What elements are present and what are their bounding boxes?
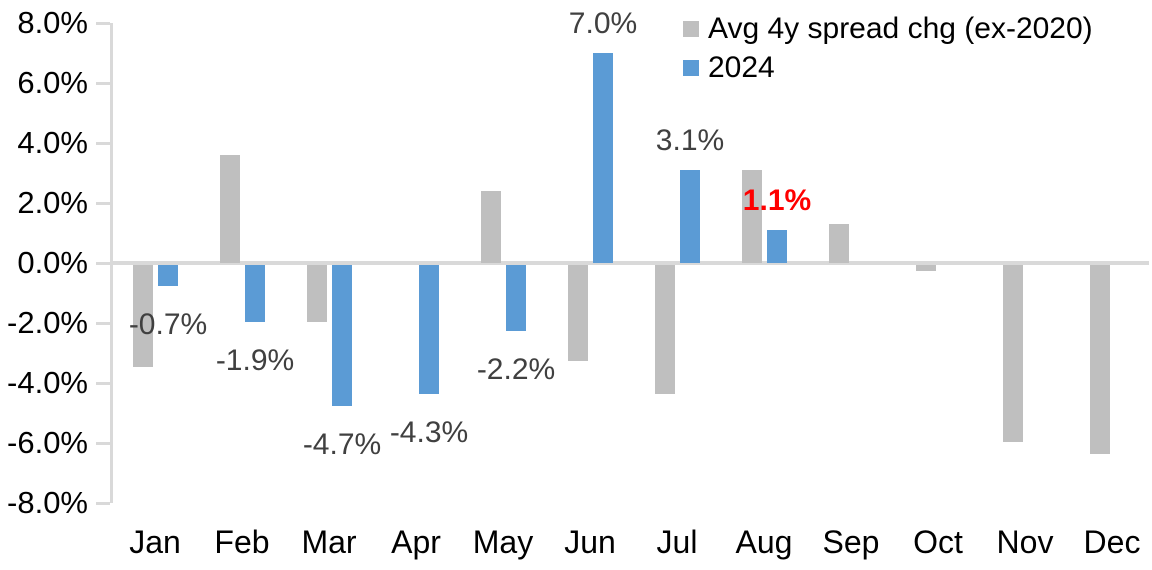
y-tick-label: -8.0% — [7, 485, 88, 520]
bar-avg-jul — [655, 265, 675, 394]
data-label-feb: -1.9% — [215, 344, 295, 377]
x-tick-label-may: May — [472, 524, 534, 560]
x-tick-label-jul: Jul — [656, 524, 698, 560]
bar-avg-jan — [133, 265, 153, 367]
y-tick-label: 6.0% — [17, 65, 88, 100]
y-tick-label: 4.0% — [17, 125, 88, 160]
data-label-jan: -0.7% — [128, 308, 208, 341]
bar-avg-jun — [568, 265, 588, 361]
bar-avg-nov — [1003, 265, 1023, 442]
x-tick-label-sep: Sep — [822, 524, 880, 560]
x-tick-label-apr: Apr — [391, 524, 441, 560]
y-tick-label: -6.0% — [7, 425, 88, 460]
bar-2024-jun — [593, 53, 613, 263]
legend-label-avg-4y-spread: Avg 4y spread chg (ex-2020) — [708, 12, 1093, 45]
bar-2024-apr — [419, 265, 439, 394]
legend-item-avg-4y-spread: Avg 4y spread chg (ex-2020) — [683, 12, 1093, 46]
x-tick-label-nov: Nov — [996, 524, 1054, 560]
x-tick-label-aug: Aug — [735, 524, 793, 560]
bar-2024-jul — [680, 170, 700, 263]
y-tick-mark — [96, 442, 110, 445]
y-tick-mark — [96, 142, 110, 145]
y-tick-mark — [96, 262, 110, 265]
bar-avg-mar — [307, 265, 327, 322]
bar-avg-may — [481, 191, 501, 263]
y-tick-mark — [96, 322, 110, 325]
bar-avg-oct — [916, 265, 936, 271]
x-tick-label-jun: Jun — [564, 524, 616, 560]
data-label-jun: 7.0% — [568, 7, 638, 40]
y-tick-mark — [96, 82, 110, 85]
bar-2024-mar — [332, 265, 352, 406]
y-axis-line — [110, 23, 113, 503]
y-tick-label: -4.0% — [7, 365, 88, 400]
legend: Avg 4y spread chg (ex-2020) 2024 — [683, 12, 1093, 85]
bar-avg-feb — [220, 155, 240, 263]
bar-2024-aug — [767, 230, 787, 263]
x-tick-label-feb: Feb — [214, 524, 270, 560]
bar-2024-may — [506, 265, 526, 331]
x-tick-label-jan: Jan — [129, 524, 181, 560]
y-tick-mark — [96, 202, 110, 205]
y-tick-label: 2.0% — [17, 185, 88, 220]
data-label-aug: 1.1% — [742, 184, 812, 217]
data-label-may: -2.2% — [476, 353, 556, 386]
legend-label-2024: 2024 — [708, 51, 775, 84]
x-tick-label-oct: Oct — [913, 524, 963, 560]
bar-avg-aug — [742, 170, 762, 263]
blue-series-swatch-icon — [683, 60, 699, 76]
data-label-mar: -4.7% — [302, 428, 382, 461]
zero-baseline — [113, 261, 1149, 265]
bar-2024-jan — [158, 265, 178, 286]
legend-item-2024: 2024 — [683, 51, 1093, 85]
x-tick-label-dec: Dec — [1083, 524, 1141, 560]
y-tick-label: 0.0% — [17, 245, 88, 280]
x-tick-label-mar: Mar — [301, 524, 357, 560]
y-tick-mark — [96, 382, 110, 385]
data-label-apr: -4.3% — [389, 416, 469, 449]
y-tick-mark — [96, 502, 110, 505]
y-tick-label: 8.0% — [17, 5, 88, 40]
bar-avg-dec — [1090, 265, 1110, 454]
y-tick-label: -2.0% — [7, 305, 88, 340]
bar-avg-sep — [829, 224, 849, 263]
data-label-jul: 3.1% — [655, 124, 725, 157]
y-tick-mark — [96, 22, 110, 25]
bar-2024-feb — [245, 265, 265, 322]
gray-series-swatch-icon — [683, 21, 699, 37]
